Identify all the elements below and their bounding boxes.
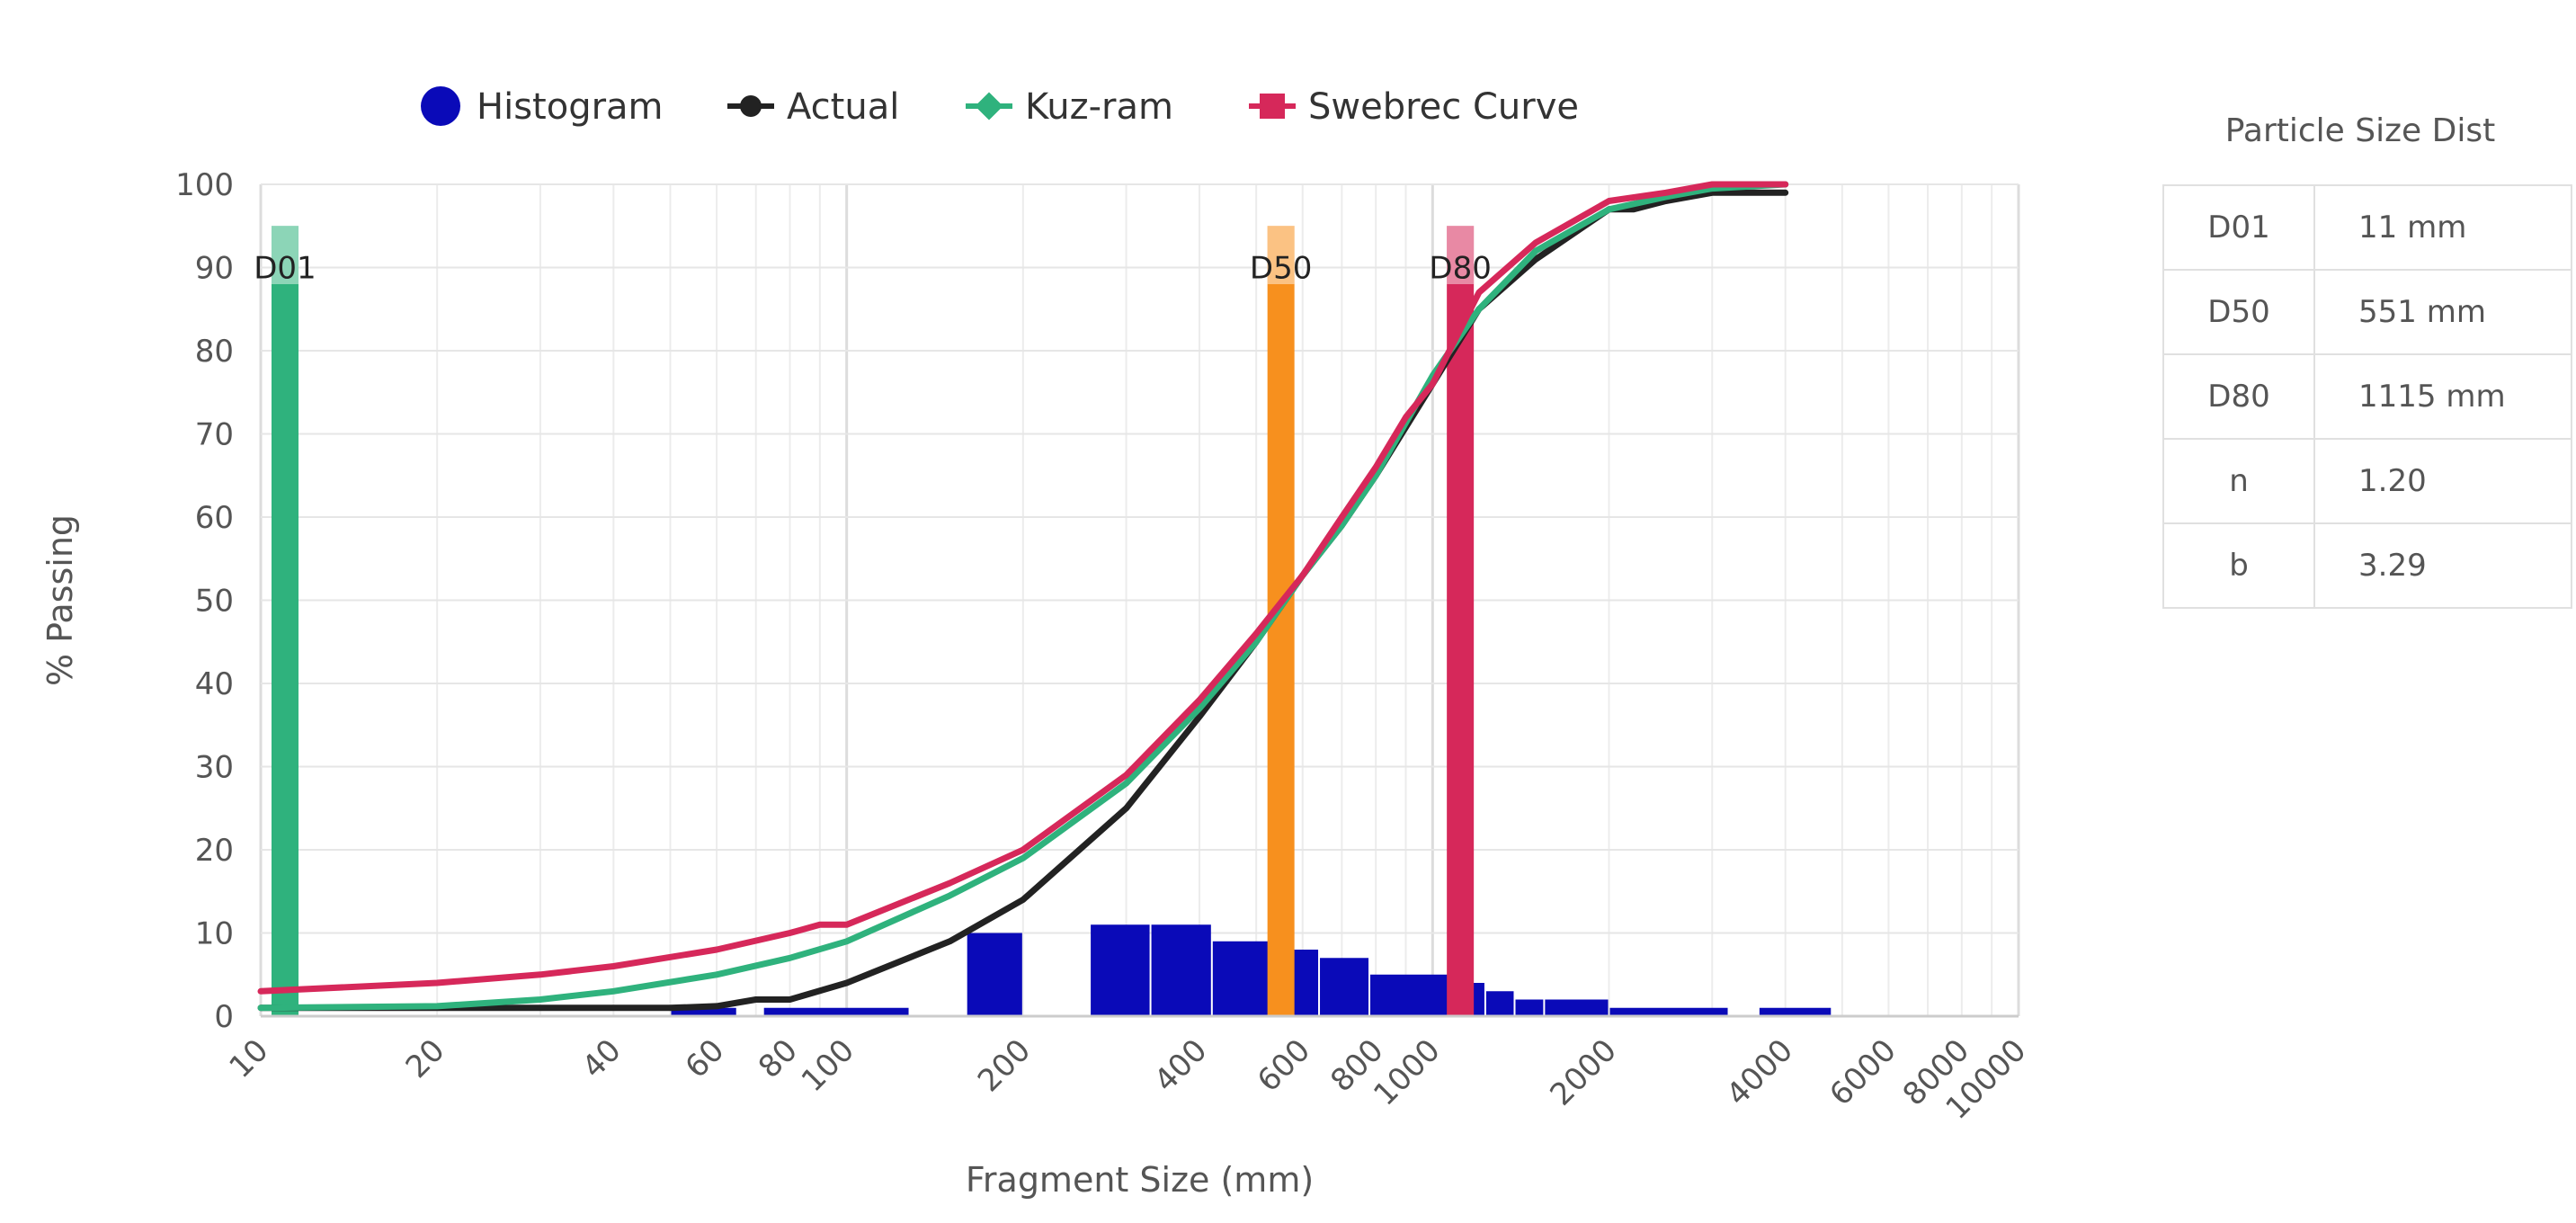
histogram-bar bbox=[1485, 991, 1514, 1016]
table-value-cell: 1115 mm bbox=[2313, 353, 2572, 440]
x-tick-label: 1000 bbox=[1367, 1032, 1447, 1112]
marker-label-d80: D80 bbox=[1429, 251, 1491, 287]
marker-bar-highlight bbox=[271, 226, 299, 284]
y-tick-label: 10 bbox=[195, 916, 234, 952]
table-title: Particle Size Dist bbox=[2224, 112, 2496, 149]
histogram-bar bbox=[1091, 924, 1150, 1016]
size-markers: D01 D50 D80 bbox=[254, 226, 1492, 1016]
x-tick-label: 600 bbox=[1251, 1032, 1317, 1099]
table-row: n 1.20 bbox=[2162, 438, 2572, 524]
histogram-bar bbox=[967, 933, 1022, 1016]
particle-size-table: D01 11 mm D50 551 mm D80 1115 mm n 1.20 b 3.29 bbox=[2162, 184, 2572, 609]
legend-symbol-kuz-ram bbox=[975, 92, 1003, 121]
x-tick-label: 6000 bbox=[1823, 1032, 1903, 1112]
legend-label-swebrec-curve[interactable]: Swebrec Curve bbox=[1308, 86, 1579, 128]
histogram-bar bbox=[1320, 958, 1369, 1016]
table-value-cell: 551 mm bbox=[2313, 269, 2572, 355]
y-tick-label: 60 bbox=[195, 500, 234, 536]
histogram-bar bbox=[1370, 974, 1457, 1016]
table-key-cell: D50 bbox=[2162, 269, 2315, 355]
table-key-cell: n bbox=[2162, 438, 2315, 524]
table-value-cell: 11 mm bbox=[2313, 184, 2572, 271]
table-row: D01 11 mm bbox=[2162, 184, 2572, 271]
y-tick-label: 0 bbox=[214, 999, 234, 1035]
legend-label-kuz-ram[interactable]: Kuz-ram bbox=[1025, 86, 1173, 128]
histogram-bar bbox=[763, 1007, 909, 1016]
table-key-cell: D01 bbox=[2162, 184, 2315, 271]
histogram-bar bbox=[1759, 1007, 1832, 1016]
x-axis-title: Fragment Size (mm) bbox=[966, 1160, 1314, 1200]
histogram-bar bbox=[1212, 941, 1268, 1016]
marker-bar-d01 bbox=[271, 226, 299, 1016]
legend-label-histogram[interactable]: Histogram bbox=[477, 86, 664, 128]
table-value-cell: 3.29 bbox=[2313, 522, 2572, 609]
table-key-cell: b bbox=[2162, 522, 2315, 609]
y-tick-label: 30 bbox=[195, 750, 234, 786]
series-line-swebrec-curve bbox=[257, 181, 1789, 995]
histogram-bar bbox=[671, 1007, 736, 1016]
histogram-bar bbox=[1151, 924, 1211, 1016]
marker-bar-highlight bbox=[1267, 226, 1295, 284]
table-row: b 3.29 bbox=[2162, 522, 2572, 609]
histogram-bar bbox=[1545, 999, 1609, 1016]
x-tick-label: 400 bbox=[1147, 1032, 1214, 1099]
marker-label-d50: D50 bbox=[1250, 251, 1312, 287]
x-tick-label: 10 bbox=[222, 1032, 275, 1085]
x-tick-label: 20 bbox=[399, 1032, 452, 1085]
series-line-kuz-ram bbox=[257, 181, 1789, 1012]
marker-bar-highlight bbox=[1447, 226, 1475, 284]
grid bbox=[259, 183, 2020, 1017]
table-key-cell: D80 bbox=[2162, 353, 2315, 440]
y-tick-label: 50 bbox=[195, 584, 234, 620]
y-axis-title: % Passing bbox=[40, 514, 80, 686]
x-tick-label: 200 bbox=[971, 1032, 1038, 1099]
legend-symbol-swebrec-curve bbox=[1260, 94, 1285, 119]
legend-label-actual[interactable]: Actual bbox=[787, 86, 899, 128]
x-tick-label: 2000 bbox=[1543, 1032, 1623, 1112]
curves bbox=[257, 181, 1789, 1012]
x-tick-label: 40 bbox=[575, 1032, 628, 1085]
marker-label-d01: D01 bbox=[254, 251, 316, 287]
y-tick-label: 90 bbox=[195, 251, 234, 287]
x-tick-label: 60 bbox=[679, 1032, 732, 1085]
histogram-bar bbox=[1609, 1007, 1728, 1016]
histogram-bars bbox=[671, 924, 1832, 1016]
y-tick-label: 40 bbox=[195, 666, 234, 702]
legend-symbol-actual bbox=[740, 95, 762, 117]
y-tick-label: 20 bbox=[195, 833, 234, 869]
y-tick-label: 70 bbox=[195, 417, 234, 453]
legend[interactable]: Histogram Actual Kuz-ram Swebrec Curve bbox=[421, 86, 1579, 128]
y-tick-label: 100 bbox=[175, 167, 234, 203]
legend-symbol-histogram bbox=[421, 86, 460, 126]
histogram-bar bbox=[1515, 999, 1544, 1016]
x-tick-label: 80 bbox=[752, 1032, 805, 1085]
table-value-cell: 1.20 bbox=[2313, 438, 2572, 524]
table-row: D80 1115 mm bbox=[2162, 353, 2572, 440]
y-tick-label: 80 bbox=[195, 334, 234, 370]
x-tick-label: 100 bbox=[795, 1032, 861, 1099]
table-row: D50 551 mm bbox=[2162, 269, 2572, 355]
x-tick-label: 4000 bbox=[1720, 1032, 1800, 1112]
